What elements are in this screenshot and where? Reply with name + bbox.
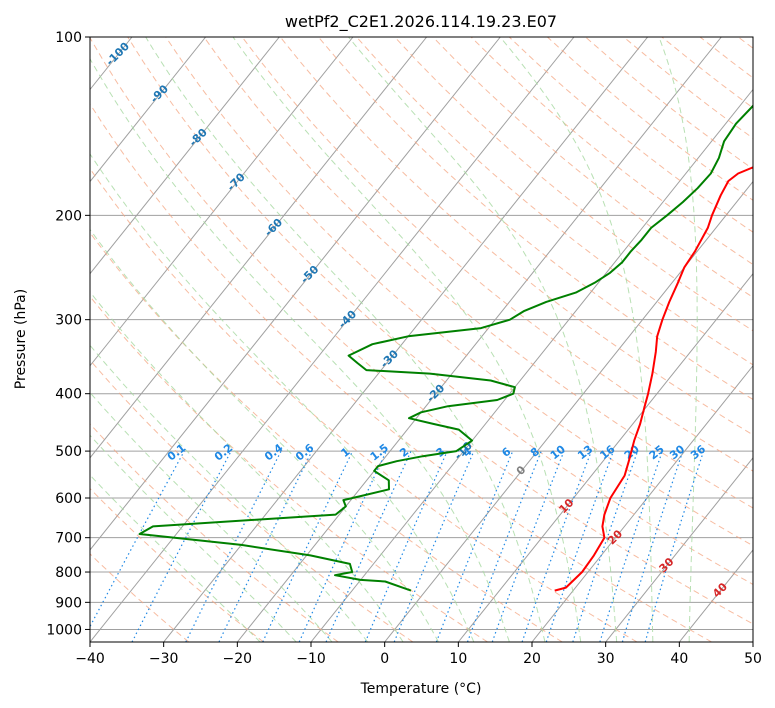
moist-adiabat-line: [90, 344, 369, 642]
x-tick-label: −20: [223, 651, 253, 667]
plot-frame: [89, 36, 754, 643]
mixing-ratio-line: [218, 450, 313, 642]
y-tick-label: 700: [55, 531, 82, 547]
moist-adiabat-line: [90, 57, 510, 642]
dry-adiabat-line: [90, 167, 638, 642]
isotherm-line: [90, 37, 354, 367]
x-tick-label: −30: [149, 651, 179, 667]
data-layer: [138, 104, 753, 592]
x-tick-label: 10: [449, 651, 467, 667]
mixing-ratio-line: [621, 450, 684, 642]
moist-adiabat-line: [348, 37, 618, 642]
y-tick-label: 400: [55, 387, 82, 403]
moist-adiabat-line: [232, 37, 582, 642]
isotherm-line: [90, 37, 575, 642]
mixing-ratio-line: [262, 450, 354, 642]
y-tick-label: 500: [55, 444, 82, 460]
y-tick-label: 100: [55, 30, 82, 46]
temperature-profile-line: [554, 166, 753, 592]
moist-adiabat-line: [90, 434, 297, 642]
x-tick-label: 0: [380, 651, 389, 667]
dry-adiabat-line: [90, 359, 414, 642]
x-tick-label: −40: [75, 651, 105, 667]
moist-adiabat-line: [145, 37, 546, 642]
dewpoint-profile-line: [138, 104, 753, 592]
mixing-ratio-line: [466, 450, 542, 642]
moist-adiabat-line: [90, 228, 439, 642]
dry-adiabat-line: [90, 103, 712, 642]
mixing-ratio-line: [435, 450, 514, 642]
isotherm-line: [236, 37, 722, 642]
moist-adiabat-line: [658, 37, 698, 642]
dry-adiabat-line: [90, 553, 190, 642]
y-tick-label: 600: [55, 491, 82, 507]
tick-layer: −40 −30 −20 −10 0 10 20 30 40 50 100 200 300 400 500 60…: [46, 30, 762, 667]
isotherm-line: [384, 180, 753, 642]
dry-adiabat-line: [90, 37, 753, 625]
moist-adiabat-line: [499, 37, 654, 642]
y-axis-label: Pressure (hPa): [13, 289, 29, 389]
dry-adiabat-line: [356, 37, 753, 366]
y-tick-label: 800: [55, 565, 82, 581]
y-tick-label: 900: [55, 595, 82, 611]
x-tick-label: 40: [670, 651, 688, 667]
mixing-ratio-line: [572, 450, 639, 642]
isotherm-line: [531, 364, 753, 642]
dry-adiabat-line: [165, 37, 753, 547]
isotherm-line: [457, 272, 753, 642]
x-axis-label: Temperature (°C): [360, 681, 482, 697]
dry-adiabat-line: [90, 231, 563, 642]
isotherm-line: [90, 37, 280, 275]
moist-adiabat-line: [90, 474, 261, 642]
mixing-ratio-line: [599, 450, 663, 642]
x-tick-label: 20: [523, 651, 541, 667]
isotherm-line: [90, 37, 501, 551]
mixing-ratio-line: [90, 450, 185, 628]
grid-layer: [90, 37, 753, 642]
dry-adiabat-line: [318, 37, 753, 401]
isotherm-line: [163, 37, 649, 642]
y-tick-label: 200: [55, 208, 82, 224]
x-tick-label: 50: [744, 651, 762, 667]
dry-adiabat-line: [127, 37, 753, 586]
mixing-ratio-line: [644, 450, 705, 642]
isotherm-line: [90, 37, 428, 459]
y-tick-label: 1000: [46, 622, 82, 638]
isotherm-line: [90, 37, 207, 183]
x-tick-label: 30: [597, 651, 615, 667]
chart-title: wetPf2_C2E1.2026.114.19.23.E07: [285, 12, 557, 32]
dry-adiabat-line: [203, 37, 753, 509]
dry-adiabat-line: [90, 295, 488, 642]
moist-adiabat-line: [90, 291, 404, 642]
isotherm-line: [605, 457, 753, 642]
x-tick-label: −10: [296, 651, 326, 667]
y-tick-label: 300: [55, 313, 82, 329]
moist-adiabat-line: [90, 153, 475, 642]
